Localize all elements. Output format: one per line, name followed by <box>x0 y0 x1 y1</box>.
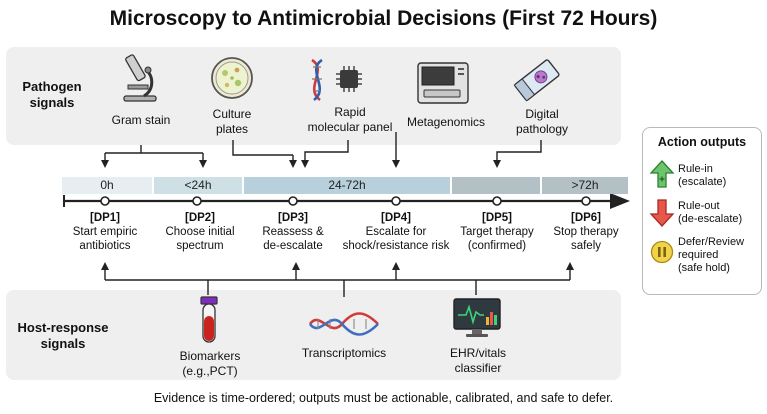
dp4-marker <box>391 196 401 206</box>
culture-plates-label: Culture plates <box>212 107 252 136</box>
dp5-text: Target therapy (confirmed) <box>460 226 534 252</box>
dp5-id: [DP5] <box>481 212 513 224</box>
timeline-arrowhead <box>610 193 630 209</box>
dp4-text: Escalate for shock/resistance risk <box>342 226 450 252</box>
page-title: Microscopy to Antimicrobial Decisions (F… <box>109 7 658 30</box>
blood-tube-icon <box>200 296 218 343</box>
petri-dish-icon <box>211 57 253 99</box>
sequencer-icon <box>417 62 469 104</box>
rule-in-label: Rule-in (escalate) <box>678 163 727 188</box>
dp1-text: Start empiric antibiotics <box>72 226 138 252</box>
metagenomics-label: Metagenomics <box>406 115 486 129</box>
dp6-id: [DP6] <box>570 212 602 224</box>
dp3-id: [DP3] <box>277 212 309 224</box>
dp1-id: [DP1] <box>89 212 121 224</box>
pause-icon <box>650 240 674 264</box>
arrow-down-icon <box>649 199 675 227</box>
dp2-id: [DP2] <box>184 212 216 224</box>
dp5-marker <box>492 196 502 206</box>
arrow-up-icon <box>649 160 675 188</box>
dna-chip-icon <box>311 58 362 102</box>
rna-icon <box>308 312 379 336</box>
dp3-text: Reassess & de-escalate <box>262 226 324 252</box>
defer-review-label: Defer/Review required (safe hold) <box>678 236 745 274</box>
slide-icon <box>513 59 560 102</box>
pathogen-signals-label: Pathogen signals <box>22 79 82 110</box>
dp3-marker <box>288 196 298 206</box>
dp4-id: [DP4] <box>380 212 412 224</box>
legend-title: Action outputs <box>657 135 747 149</box>
pathogen-signals-band <box>6 47 621 145</box>
footer-caption: Evidence is time-ordered; outputs must b… <box>153 391 614 405</box>
dp1-marker <box>100 196 110 206</box>
dp6-marker <box>581 196 591 206</box>
dp2-text: Choose initial spectrum <box>165 226 235 252</box>
phase-0h: 0h <box>62 177 152 194</box>
dp2-marker <box>192 196 202 206</box>
rule-out-label: Rule-out (de-escalate) <box>678 200 743 225</box>
transcriptomics-label: Transcriptomics <box>301 346 387 360</box>
biomarkers-label: Biomarkers (e.g.,PCT) <box>179 349 241 378</box>
microscope-icon <box>123 54 157 102</box>
monitor-icon <box>453 298 501 337</box>
dp6-text: Stop therapy safely <box>553 226 619 252</box>
phase-over-72h: >72h <box>542 177 628 194</box>
gram-stain-label: Gram stain <box>111 113 171 127</box>
phase-late-unlabeled <box>452 177 540 194</box>
phase-under-24h: <24h <box>154 177 242 194</box>
digital-pathology-label: Digital pathology <box>515 107 569 136</box>
ehr-vitals-label: EHR/vitals classifier <box>449 346 506 375</box>
host-signals-band <box>6 290 621 380</box>
phase-24-72h: 24-72h <box>244 177 450 194</box>
host-signals-label: Host-response signals <box>17 320 109 351</box>
rapid-molecular-panel-label: Rapid molecular panel <box>307 105 393 134</box>
